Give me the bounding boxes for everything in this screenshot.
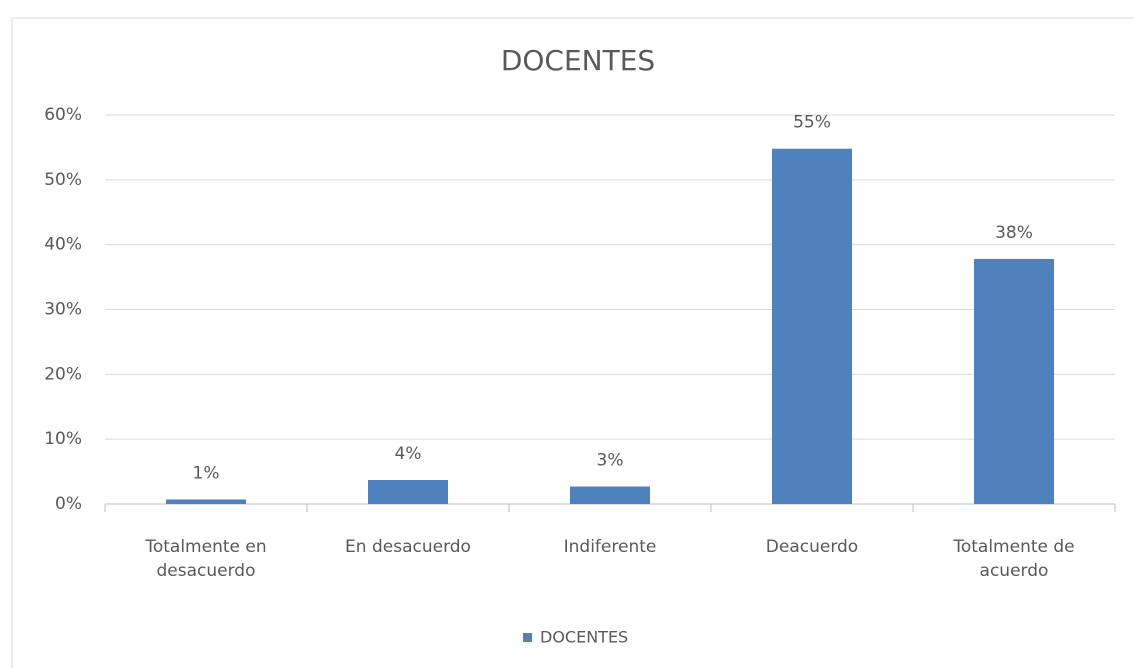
y-tick-label: 20% [44, 364, 82, 384]
bar [368, 480, 448, 504]
x-tick-label: Indiferente [563, 537, 657, 557]
y-tick-label: 10% [44, 429, 82, 449]
bar [974, 258, 1054, 504]
x-tick-label: Deacuerdo [765, 537, 859, 557]
data-label: 38% [995, 223, 1033, 243]
data-label: 1% [193, 463, 220, 483]
x-tick-label: Totalmente en desacuerdo [145, 537, 267, 581]
x-tick-label: Totalmente de acuerdo [953, 537, 1075, 581]
data-label: 4% [395, 444, 422, 464]
legend-swatch [523, 633, 532, 642]
y-tick-label: 30% [44, 300, 82, 320]
x-tick-label: En desacuerdo [345, 537, 471, 557]
data-label: 3% [597, 450, 624, 470]
y-tick-label: 50% [44, 170, 82, 190]
bar [570, 486, 650, 504]
chart-frame [11, 17, 1134, 668]
y-tick-label: 0% [55, 494, 82, 514]
data-label: 55% [793, 113, 831, 133]
y-tick-label: 40% [44, 235, 82, 255]
bar [772, 148, 852, 505]
legend-label: DOCENTES [540, 628, 628, 647]
chart-title: DOCENTES [501, 44, 655, 77]
bar [166, 499, 246, 504]
y-tick-label: 60% [44, 105, 82, 125]
